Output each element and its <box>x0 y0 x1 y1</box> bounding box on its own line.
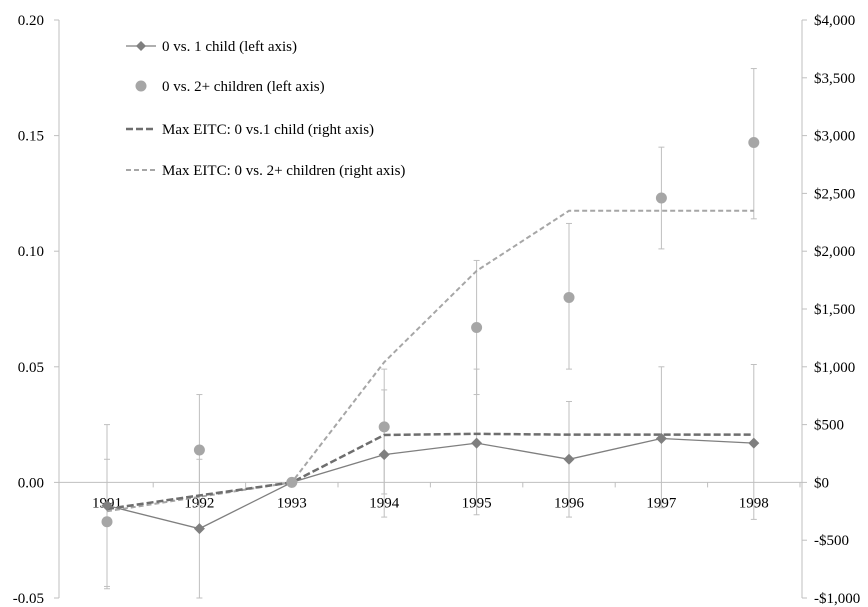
right-tick-label: $3,000 <box>814 129 855 145</box>
series-point-2plus <box>471 321 483 333</box>
series-point-2plus <box>101 516 113 528</box>
right-tick-label: -$1,000 <box>814 591 860 607</box>
series-layer <box>101 68 760 599</box>
series-line-max-eitc-1child <box>106 432 754 511</box>
left-tick-label: -0.05 <box>13 591 44 607</box>
legend-label: Max EITC: 0 vs. 2+ children (right axis) <box>162 163 405 179</box>
series-point-1child <box>563 453 575 465</box>
series-point-1child <box>655 432 667 444</box>
right-tick-label: $3,500 <box>814 71 855 87</box>
series-point-2plus <box>378 421 390 433</box>
legend-label: Max EITC: 0 vs.1 child (right axis) <box>162 122 374 138</box>
series-point-1child <box>193 523 205 535</box>
legend-circle-2plus <box>135 80 147 92</box>
right-tick-label: $2,500 <box>814 186 855 202</box>
right-tick-label: -$500 <box>814 533 849 549</box>
series-line-max-eitc-2plus <box>106 209 754 513</box>
right-tick-label: $500 <box>814 418 844 434</box>
right-tick-label: $1,500 <box>814 302 855 318</box>
left-tick-label: 0.10 <box>18 244 44 260</box>
legend: 0 vs. 1 child (left axis) 0 vs. 2+ childr… <box>126 39 405 179</box>
series-point-1child <box>748 437 760 449</box>
series-point-2plus <box>563 291 575 303</box>
series-point-2plus <box>748 137 760 149</box>
left-tick-label: 0.05 <box>18 360 44 376</box>
right-tick-label: $4,000 <box>814 13 855 29</box>
series-point-1child <box>378 449 390 461</box>
left-tick-label: 0.00 <box>18 475 44 491</box>
legend-label: 0 vs. 2+ children (left axis) <box>162 79 325 95</box>
right-tick-label: $1,000 <box>814 360 855 376</box>
series-point-1child <box>101 500 113 512</box>
series-point-2plus <box>655 192 667 204</box>
series-point-2plus <box>193 444 205 456</box>
left-tick-label: 0.20 <box>18 13 44 29</box>
legend-diamond-1child <box>136 41 146 51</box>
series-point-2plus <box>286 476 298 488</box>
right-tick-label: $0 <box>814 475 829 491</box>
series-line-1child <box>106 437 754 530</box>
x-tick-label: 1993 <box>277 495 307 511</box>
right-tick-label: $2,000 <box>814 244 855 260</box>
left-tick-label: 0.15 <box>18 129 44 145</box>
legend-label: 0 vs. 1 child (left axis) <box>162 39 297 55</box>
series-point-1child <box>471 437 483 449</box>
